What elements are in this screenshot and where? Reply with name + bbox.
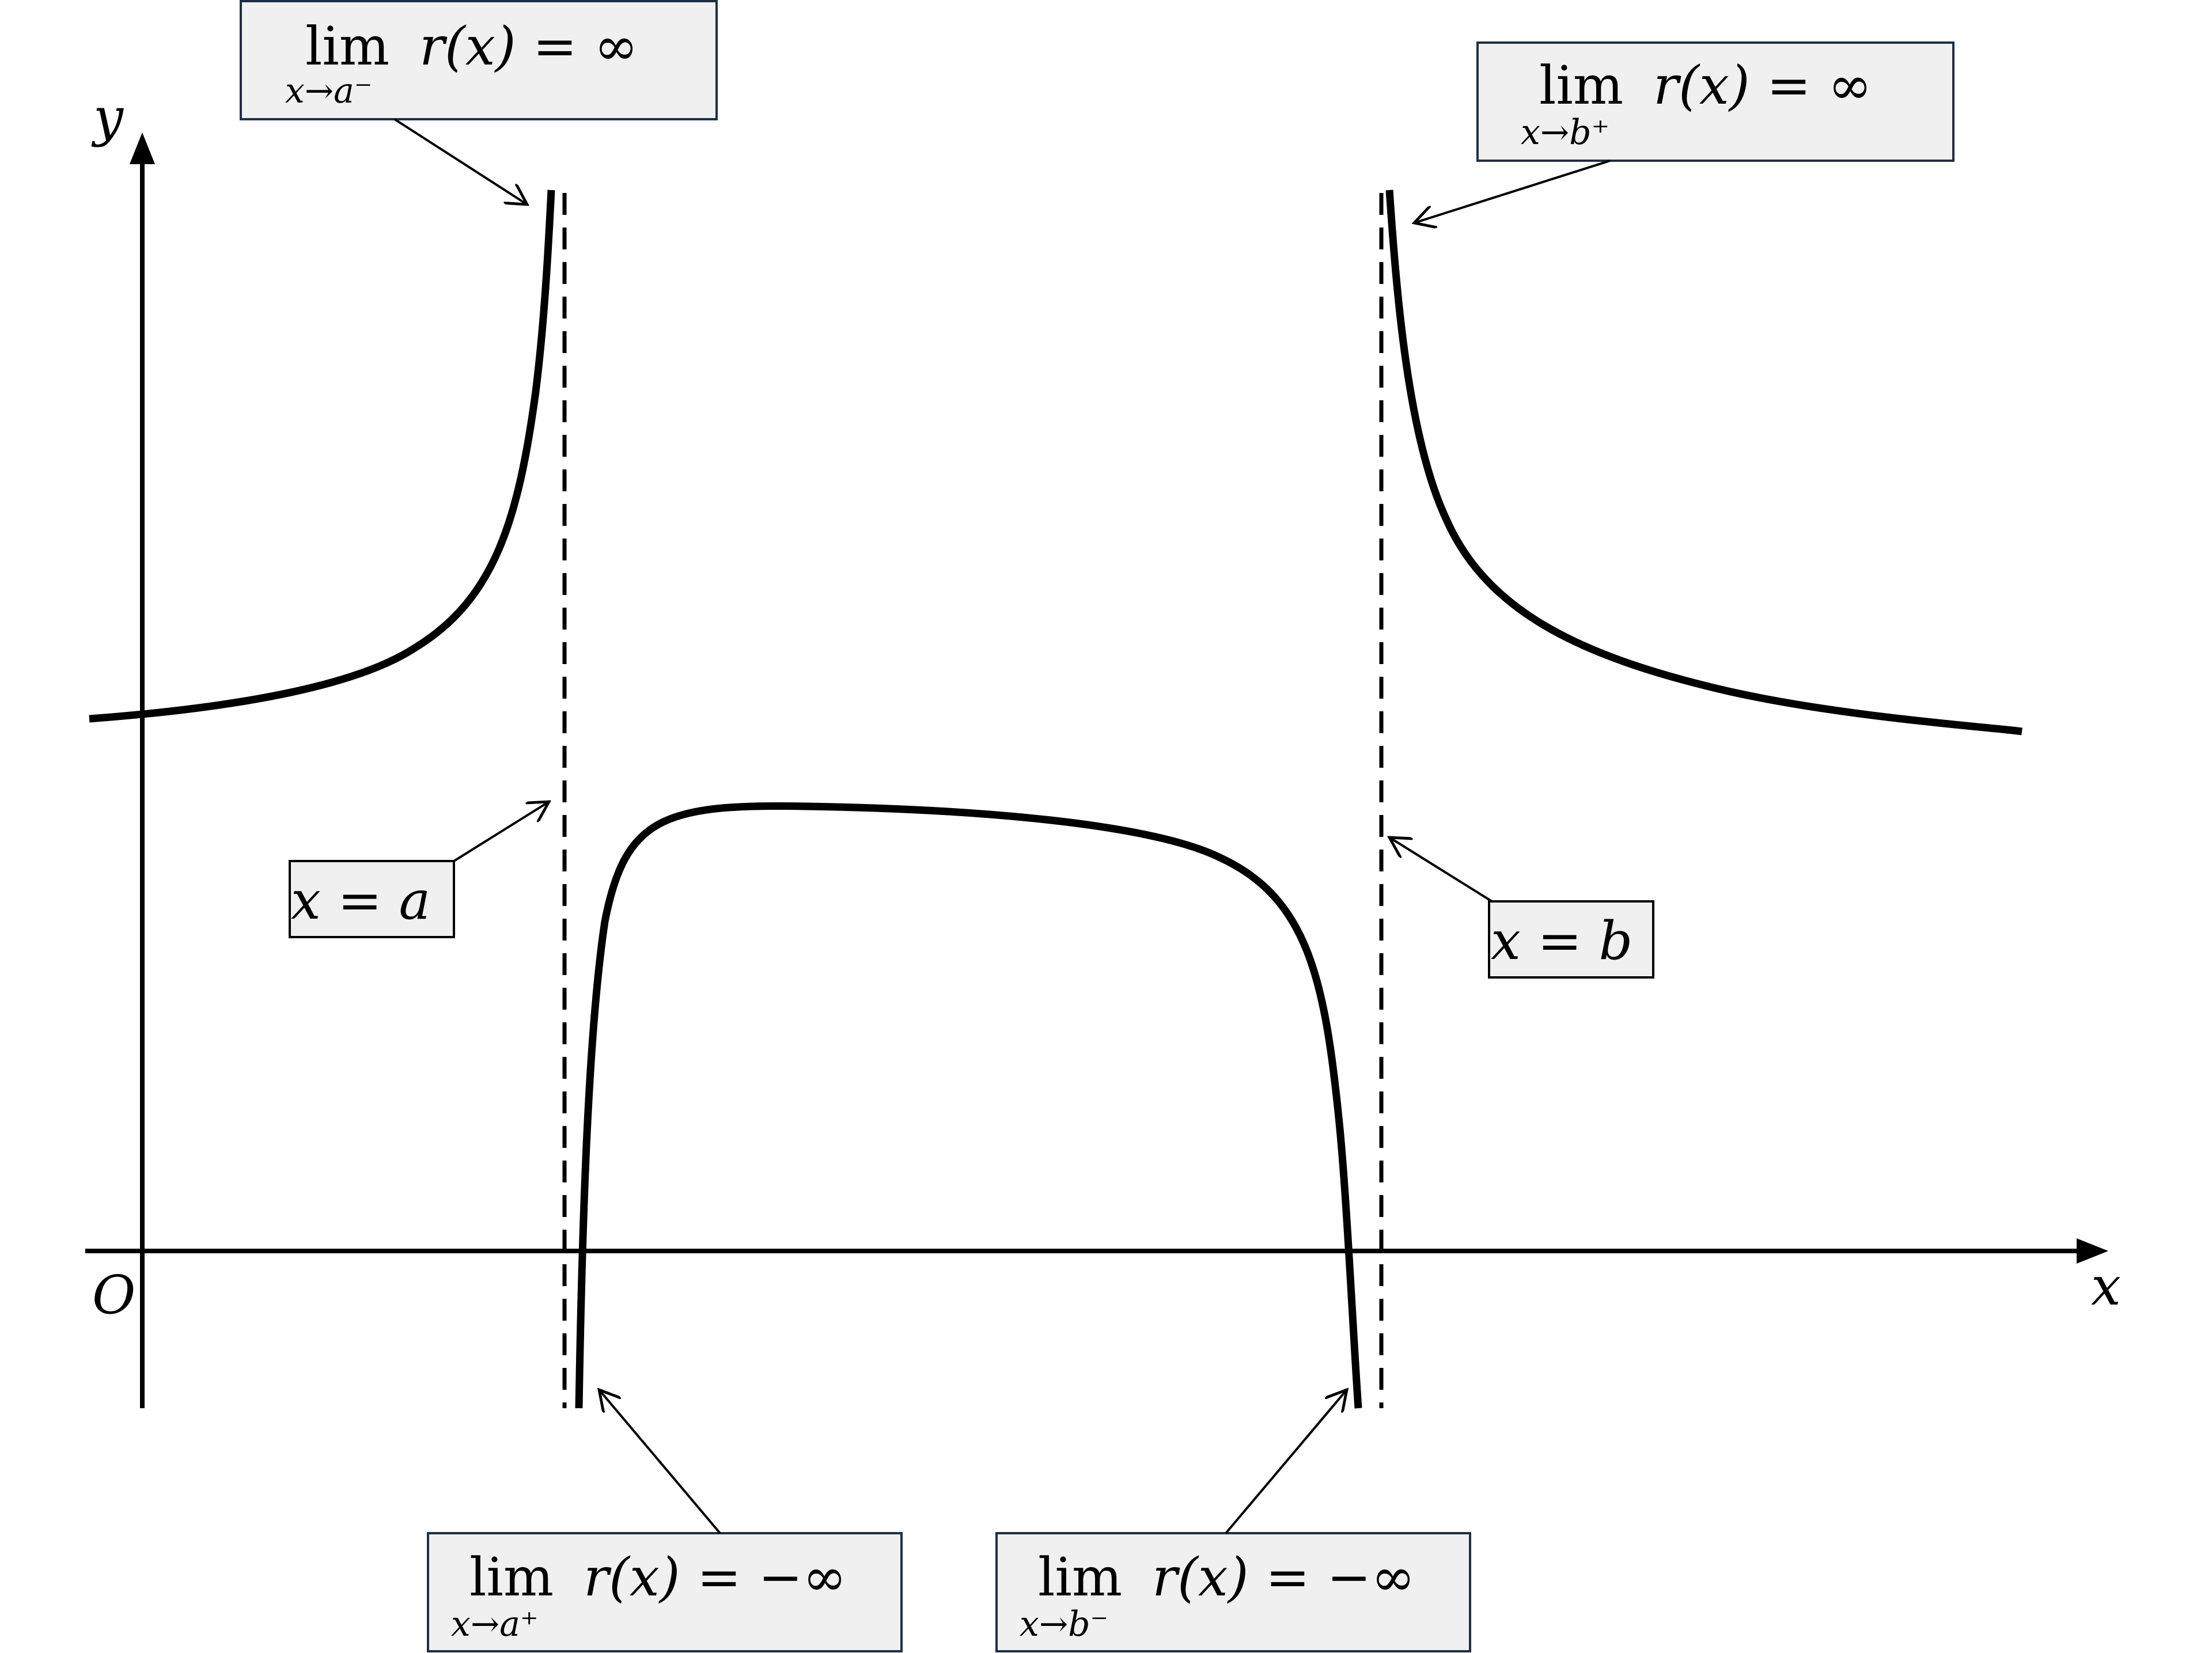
annotation-left-lower: lim x→a⁺ r(x) = −∞ [427, 1532, 903, 1652]
annotation-right-lower: lim x→b⁻ r(x) = −∞ [995, 1532, 1471, 1652]
annotation-asymptote-b: x = b [1488, 900, 1654, 979]
y-axis-arrowhead [130, 132, 155, 164]
annotation-right-upper-arrow [1414, 160, 1611, 223]
svg-text:x→b⁺: x→b⁺ [1521, 112, 1609, 153]
svg-text:lim: lim [1539, 55, 1623, 116]
x-axis-arrowhead [2077, 1238, 2108, 1264]
svg-text:lim: lim [1038, 1546, 1122, 1608]
svg-text:x = b: x = b [1491, 910, 1633, 972]
svg-text:r(x) = ∞: r(x) = ∞ [1653, 55, 1872, 116]
annotation-left-lower-arrow [599, 1390, 721, 1534]
svg-text:r(x) = ∞: r(x) = ∞ [419, 16, 638, 77]
svg-text:x = a: x = a [291, 870, 430, 931]
annotation-left-upper-arrow [393, 118, 527, 204]
svg-text:r(x) = −∞: r(x) = −∞ [584, 1546, 847, 1608]
annotation-asymptote-a: x = a [289, 860, 455, 938]
svg-text:r(x) = −∞: r(x) = −∞ [1152, 1546, 1415, 1608]
svg-text:lim: lim [305, 16, 389, 77]
curve-left-branch [89, 189, 555, 723]
y-axis-label: y [91, 86, 124, 148]
svg-text:x→b⁻: x→b⁻ [1020, 1604, 1108, 1644]
origin-label: O [92, 1264, 135, 1326]
svg-text:x→a⁻: x→a⁻ [285, 71, 373, 111]
x-axis-label: x [2091, 1256, 2121, 1317]
svg-text:x→a⁺: x→a⁺ [451, 1604, 539, 1644]
curve-right-branch [1385, 189, 2022, 735]
annotation-right-upper: lim x→b⁺ r(x) = ∞ [1476, 41, 1955, 162]
annotation-right-lower-arrow [1225, 1390, 1347, 1534]
svg-text:lim: lim [469, 1546, 554, 1608]
annotation-left-upper: lim x→a⁻ r(x) = ∞ [240, 0, 718, 120]
annotation-asymptote-a-arrow [453, 802, 549, 862]
annotation-asymptote-b-arrow [1389, 837, 1493, 903]
curve-middle-branch [575, 802, 1362, 1409]
